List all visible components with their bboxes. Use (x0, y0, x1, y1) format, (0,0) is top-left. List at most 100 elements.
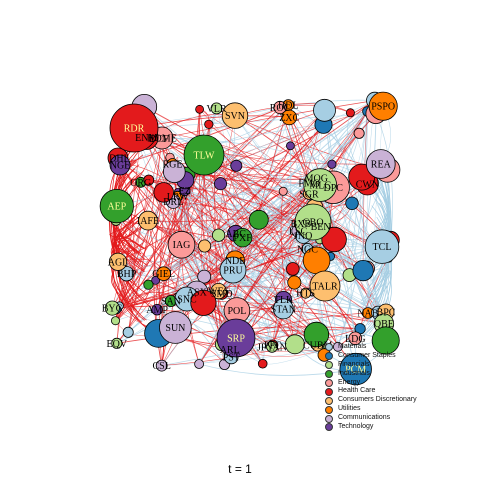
network-node (213, 177, 227, 191)
network-node (281, 109, 298, 126)
positive-edge (126, 207, 315, 274)
negative-edge (198, 109, 229, 274)
legend-swatch (325, 361, 333, 370)
network-node (294, 203, 332, 241)
network-node (111, 316, 121, 326)
positive-edge (161, 137, 188, 300)
positive-edge (148, 111, 368, 285)
positive-edge (337, 113, 377, 347)
node-label: HDL (278, 101, 299, 112)
node-label: BEN (311, 222, 331, 233)
legend-label: Materials (338, 343, 367, 350)
legend-label: Technology (338, 423, 374, 431)
network-node (287, 275, 302, 290)
node-label: REA (371, 160, 392, 171)
node-label: SMD (211, 289, 233, 300)
node-label: AMP (146, 305, 168, 316)
network-node (345, 108, 355, 118)
node-label: NAB (357, 309, 378, 320)
network-node (257, 358, 268, 369)
legend-swatch (325, 343, 333, 352)
network-node (163, 160, 186, 184)
node-label: GBO (302, 218, 323, 229)
node-label: GIEL (152, 269, 175, 280)
node-label: RGE (163, 159, 183, 170)
network-node (156, 266, 171, 282)
legend-item-industrials: Industrials (325, 370, 475, 379)
node-label: CWN (356, 179, 379, 190)
network-node (371, 326, 400, 355)
network-node (248, 209, 269, 230)
legend-item-materials: Materials (325, 343, 475, 352)
node-label: NGE (110, 161, 131, 172)
network-node (143, 174, 155, 186)
node-label: JPYAN (257, 342, 287, 353)
node-label: MQG (305, 174, 328, 185)
legend-label: Financials (338, 360, 370, 368)
negative-edge (112, 234, 133, 311)
positive-edge (177, 195, 299, 232)
positive-edge (198, 363, 356, 376)
node-label: TCL (373, 242, 392, 253)
node-label: TLW (194, 151, 215, 162)
node-label: SNC (177, 295, 197, 306)
node-label: RDR (124, 124, 145, 135)
node-label: IAG (173, 240, 191, 251)
negative-edge (114, 216, 145, 273)
negative-edge (161, 100, 375, 139)
legend-item-communications: Communications (325, 414, 475, 423)
legend-swatch (325, 423, 333, 432)
legend-item-energy: Energy (325, 379, 475, 388)
node-label: ORG (130, 178, 151, 189)
node-label: SAN (161, 297, 181, 308)
network-node (230, 159, 243, 172)
node-label: VLR (207, 104, 227, 115)
legend-swatch (325, 370, 333, 379)
negative-edge (158, 138, 381, 165)
legend-swatch (325, 396, 333, 405)
network-node (190, 289, 217, 316)
node-label: PSPO (371, 102, 395, 113)
legend-item-consumer-staples: Consumer Staples (325, 352, 475, 361)
nodes (99, 91, 401, 386)
node-label: CSL (153, 361, 171, 372)
network-node (167, 230, 196, 259)
positive-edge (161, 137, 332, 165)
network-node (108, 252, 128, 271)
legend-label: Energy (338, 378, 361, 386)
network-node (159, 311, 192, 344)
time-step-caption: t = 1 (228, 462, 252, 476)
legend-label: Industrials (338, 369, 370, 377)
node-label: AEP (107, 202, 126, 213)
node-label: AGL (108, 257, 129, 268)
legend-item-financials: Financials (325, 361, 475, 370)
network-node (313, 98, 336, 122)
node-label: PST (223, 353, 240, 364)
positive-edge (161, 328, 361, 366)
node-label: QBE (374, 319, 394, 330)
node-label: EQV (107, 339, 128, 350)
legend-label: Utilities (338, 405, 361, 413)
network-node (212, 228, 226, 242)
positive-edge (126, 273, 263, 364)
legend-swatch (325, 414, 333, 423)
network-node (183, 134, 225, 176)
network-node (210, 102, 223, 115)
negative-edge (116, 110, 325, 310)
legend-swatch (325, 387, 333, 396)
node-label: MLC (309, 181, 331, 192)
node-label: DRL (163, 197, 183, 208)
network-node (122, 326, 134, 338)
network-node (153, 182, 174, 203)
node-label: PCM (345, 365, 366, 376)
node-label: BHP (117, 269, 137, 280)
network-node (198, 239, 212, 253)
node-label: FMG (298, 178, 320, 189)
node-label: WES (208, 287, 229, 298)
node-label: SRP (227, 334, 245, 345)
node-label: DCF (149, 134, 169, 145)
node-label: JNO (294, 231, 312, 242)
positive-edge (208, 122, 291, 146)
network-node (151, 304, 163, 316)
